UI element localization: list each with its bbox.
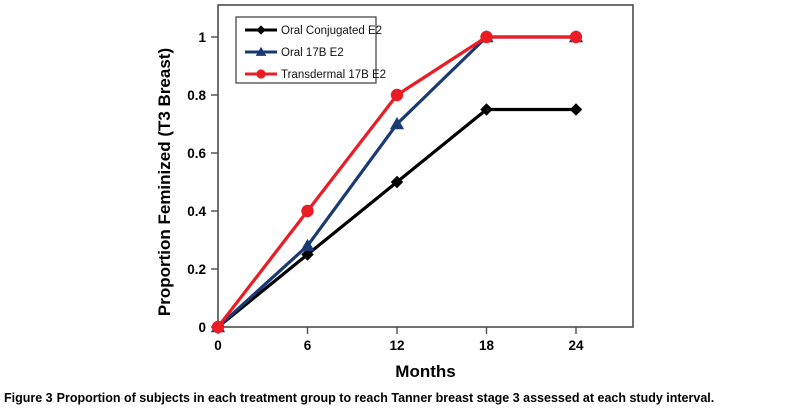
triangle-marker [255, 46, 267, 56]
y-axis-title: Proportion Feminized (T3 Breast) [155, 48, 174, 316]
x-tick-label: 0 [214, 338, 222, 353]
triangle-marker [300, 238, 315, 252]
legend: Oral Conjugated E2 Oral 17B E2 Transdermal… [235, 16, 386, 84]
circle-marker [211, 320, 225, 334]
figure-caption: Figure 3 Proportion of subjects in each t… [4, 390, 792, 407]
x-axis: 0 6 12 18 24 [214, 327, 584, 353]
series-transdermal-17b-e2 [211, 30, 583, 334]
x-tick-label: 24 [568, 338, 584, 353]
line-chart: 0 0.2 0.4 0.6 0.8 1 0 6 12 18 24 Months Proportion F… [155, 4, 634, 381]
figure-caption-label: Figure 3 [4, 391, 53, 405]
x-tick-label: 6 [304, 338, 312, 353]
diamond-marker [301, 248, 314, 261]
legend-item: Oral 17B E2 [245, 46, 344, 59]
legend-item: Oral Conjugated E2 [245, 25, 382, 37]
y-tick-label: 0.8 [187, 88, 206, 103]
diamond-marker [480, 103, 493, 116]
y-tick-label: 0.4 [187, 204, 206, 219]
figure-caption-text: Proportion of subjects in each treatment… [56, 391, 715, 405]
diamond-marker [256, 25, 266, 35]
y-tick-label: 1 [198, 30, 206, 45]
circle-marker [256, 69, 266, 79]
y-tick-label: 0.6 [187, 146, 206, 161]
diamond-marker [569, 103, 583, 116]
circle-marker [390, 88, 404, 102]
circle-marker [301, 204, 314, 218]
x-axis-title: Months [395, 362, 455, 381]
x-tick-label: 18 [479, 338, 495, 353]
y-tick-label: 0.2 [187, 262, 206, 277]
y-axis: 0 0.2 0.4 0.6 0.8 1 [187, 30, 218, 335]
triangle-marker [389, 117, 405, 130]
x-tick-label: 12 [389, 338, 404, 353]
legend-label: Oral Conjugated E2 [281, 25, 382, 37]
legend-label: Transdermal 17B E2 [281, 69, 386, 81]
y-tick-label: 0 [198, 320, 206, 335]
circle-marker [480, 30, 493, 44]
legend-item: Transdermal 17B E2 [245, 69, 386, 81]
circle-marker [569, 30, 583, 44]
legend-label: Oral 17B E2 [281, 47, 344, 59]
diamond-marker [390, 175, 404, 189]
